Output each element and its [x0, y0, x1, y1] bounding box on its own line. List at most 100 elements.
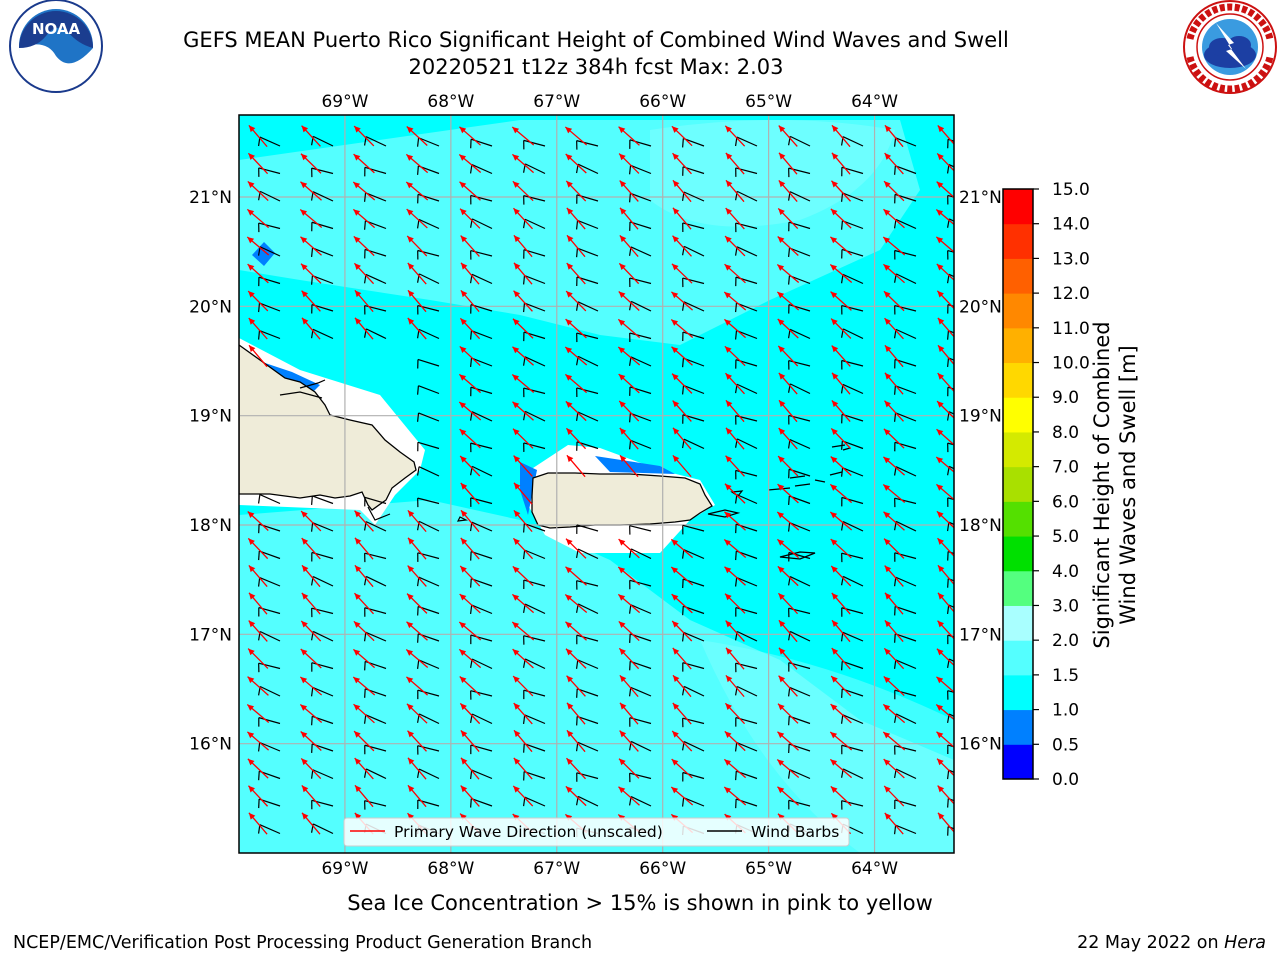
wind-barb	[469, 604, 493, 615]
footer-date-text: 22 May 2022 on	[1077, 933, 1225, 953]
wave-arrow	[725, 674, 745, 698]
wave-arrow	[619, 207, 639, 230]
wave-arrow	[565, 621, 587, 641]
wave-arrow	[830, 180, 852, 202]
wave-arrow	[352, 676, 376, 696]
wave-arrow	[512, 401, 534, 421]
lat-tick-label: 20°N	[189, 297, 232, 317]
wind-barb	[894, 385, 917, 395]
lon-tick-label: 69°W	[321, 92, 368, 112]
wind-barb	[947, 194, 954, 205]
lon-tick-label: 66°W	[639, 859, 686, 879]
wave-arrow	[511, 126, 535, 146]
wave-arrow	[406, 125, 428, 147]
wave-arrow	[353, 125, 375, 147]
wave-arrow	[513, 455, 533, 477]
colorbar-tick-label: 8.0	[1052, 423, 1079, 443]
lat-tick-label: 21°N	[189, 188, 232, 208]
wave-arrow	[724, 125, 746, 147]
wave-arrow	[247, 180, 269, 202]
wave-arrow	[831, 152, 851, 175]
wave-arrow	[617, 566, 641, 586]
lat-tick-label: 16°N	[189, 735, 232, 755]
wave-arrow	[671, 346, 693, 366]
wave-arrow	[511, 153, 535, 174]
wind-barb	[629, 772, 652, 783]
wind-barb	[470, 442, 493, 453]
wave-arrow	[406, 676, 428, 696]
wave-arrow	[460, 262, 480, 285]
wave-arrow	[354, 289, 374, 313]
wave-arrow	[776, 538, 800, 559]
wave-arrow	[460, 537, 480, 560]
wind-barb	[894, 249, 917, 260]
wind-barb	[946, 604, 954, 615]
wind-barb	[311, 495, 334, 505]
wave-arrow	[724, 263, 746, 284]
wave-arrow	[725, 620, 745, 642]
wave-arrow	[566, 262, 586, 285]
wave-arrow	[300, 648, 322, 669]
wave-arrow	[565, 318, 587, 339]
lat-tick-label: 17°N	[959, 625, 1002, 645]
lat-tick-label: 19°N	[959, 407, 1002, 427]
colorbar-title: Significant Height of Combined Wind Waves…	[1090, 321, 1140, 649]
wave-arrow	[882, 703, 906, 724]
map-area: Primary Wave Direction (unscaled) Wind B…	[189, 92, 1002, 879]
wave-arrow	[725, 372, 745, 395]
wave-arrow	[300, 757, 322, 780]
wave-arrow	[246, 208, 270, 229]
wave-arrow	[830, 456, 852, 476]
wave-arrow	[565, 290, 587, 312]
wave-arrow	[618, 291, 640, 311]
wave-arrow	[831, 647, 851, 670]
wave-arrow	[883, 675, 905, 697]
wind-barb	[470, 690, 493, 700]
wind-barb	[416, 137, 440, 147]
wind-barb	[841, 800, 864, 810]
wind-barb	[894, 633, 917, 643]
wind-barb	[258, 550, 281, 561]
wave-arrow	[724, 566, 746, 586]
wind-barb	[629, 277, 652, 288]
wind-barb	[257, 494, 281, 505]
wave-arrow	[248, 564, 268, 588]
wave-arrow	[459, 345, 481, 367]
wave-arrow	[723, 786, 747, 806]
wave-arrow	[724, 593, 746, 614]
colorbar-tick-label: 0.5	[1052, 735, 1079, 755]
wave-arrow	[883, 647, 905, 670]
wave-arrow	[935, 456, 954, 473]
wave-arrow	[459, 455, 481, 477]
wave-band-low	[520, 462, 537, 515]
wave-arrow	[247, 263, 269, 284]
lon-tick-label: 69°W	[321, 859, 368, 879]
wind-barb	[522, 796, 546, 807]
wave-arrow	[566, 675, 586, 697]
wave-arrow	[407, 262, 427, 285]
wave-arrow	[460, 509, 480, 533]
wave-band-low	[595, 456, 675, 474]
wave-band-low	[252, 242, 275, 266]
wind-barb	[947, 690, 954, 700]
wind-barb	[947, 744, 954, 755]
wind-barb	[522, 714, 546, 725]
wave-arrow	[671, 125, 693, 147]
wind-barb	[523, 195, 546, 205]
wave-arrow	[672, 152, 692, 175]
wind-barb	[681, 549, 705, 560]
wind-barb	[523, 139, 546, 150]
wind-barb	[523, 770, 546, 781]
wind-barb	[258, 717, 281, 727]
wave-arrow	[778, 372, 798, 395]
wave-arrow	[618, 620, 640, 642]
wave-arrow	[407, 317, 427, 340]
colorbar-swatch	[1003, 189, 1033, 225]
colorbar-tick-label: 0.0	[1052, 770, 1079, 790]
wave-arrow	[778, 647, 798, 670]
wave-arrow	[884, 400, 904, 422]
wind-barb	[363, 714, 387, 725]
wind-barb	[841, 660, 864, 671]
wave-arrow	[354, 510, 374, 532]
